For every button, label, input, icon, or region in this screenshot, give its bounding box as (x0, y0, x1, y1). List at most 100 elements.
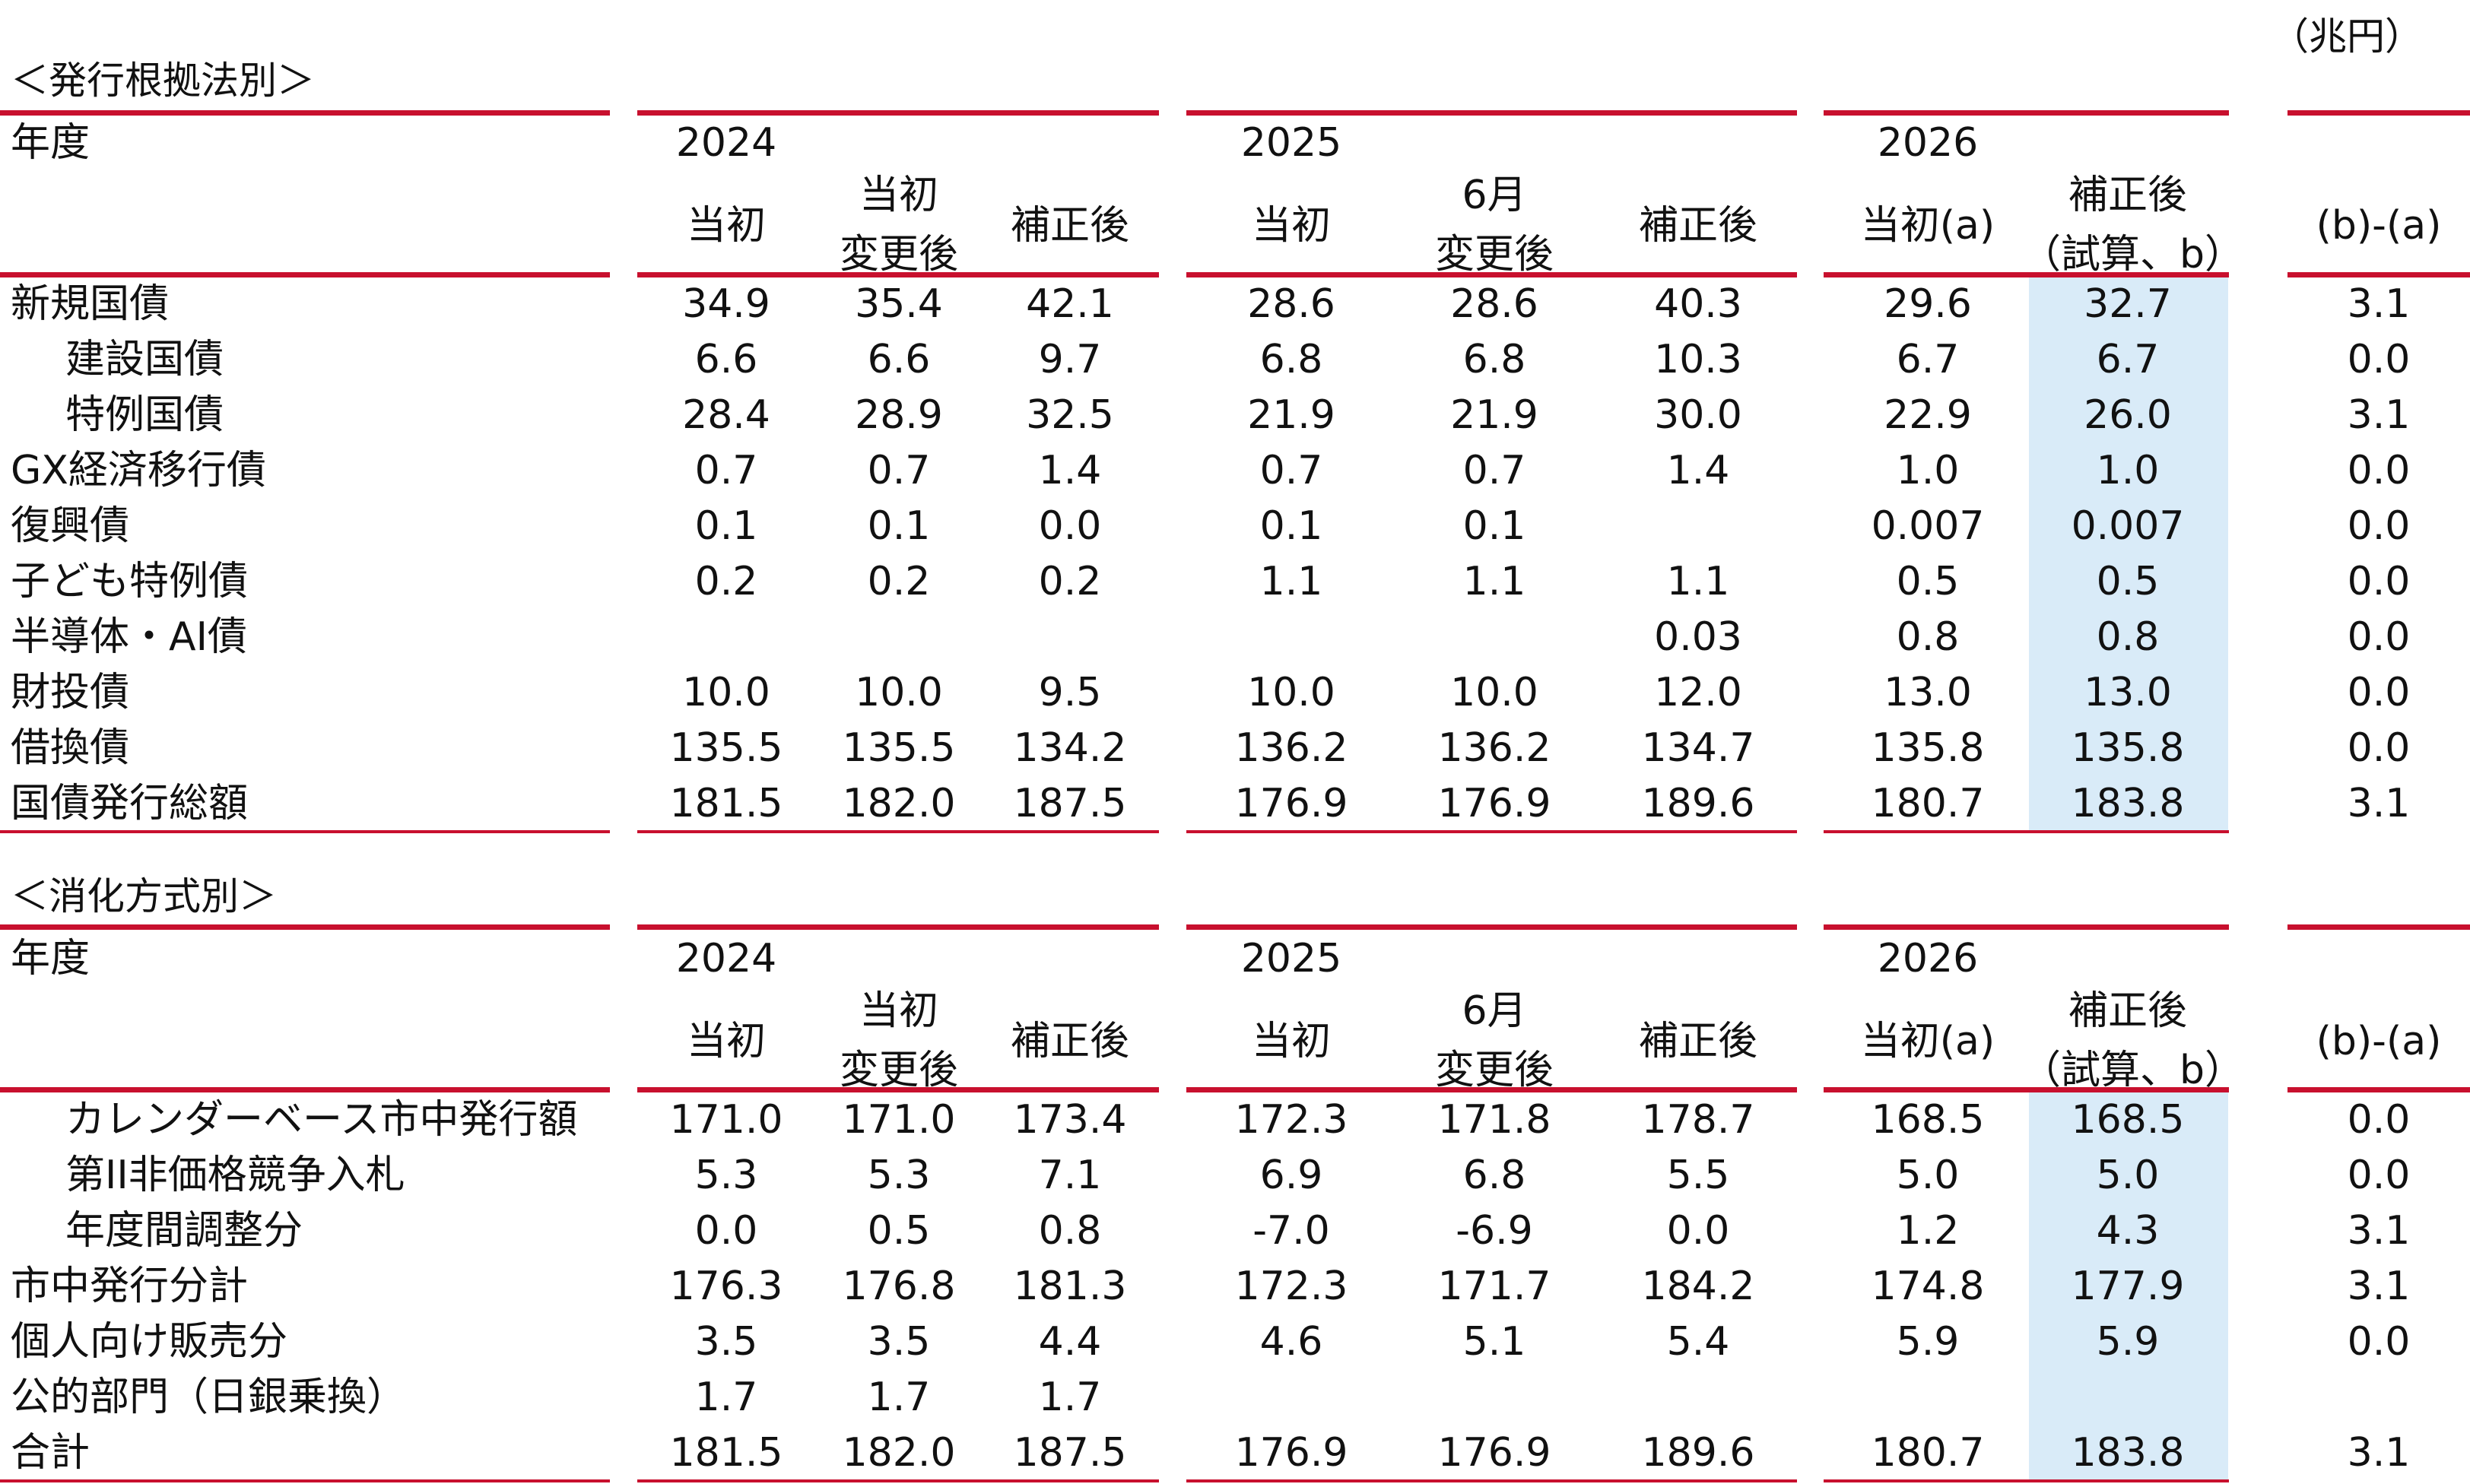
table-cell: 174.8 (1871, 1264, 1985, 1309)
header-top-rule (637, 924, 1159, 930)
table-cell: 0.0 (2347, 1319, 2411, 1365)
row-label: 年度間調整分 (65, 1208, 303, 1254)
table-cell: 0.2 (867, 559, 931, 604)
table-bottom-rule (637, 1479, 1159, 1482)
header-bottom-rule (0, 272, 610, 277)
table-cell: 35.4 (855, 281, 943, 327)
year-header: 2026 (1877, 120, 1979, 166)
table-cell: 6.7 (1896, 337, 1960, 382)
column-header: (b)-(a) (2316, 1019, 2442, 1064)
table-cell: 176.8 (842, 1264, 956, 1309)
header-top-rule (1824, 924, 2229, 930)
column-header: 補正後 (1638, 1019, 1757, 1064)
table-cell: 1.1 (1666, 559, 1730, 604)
table-cell: 136.2 (1437, 725, 1551, 771)
row-label: 特例国債 (65, 392, 224, 438)
column-header: 補正後 (1638, 203, 1757, 249)
table-cell: 172.3 (1234, 1264, 1348, 1309)
table-cell: 0.0 (2347, 1153, 2411, 1198)
table-cell: 0.007 (2071, 503, 2185, 549)
table-cell: 3.1 (2347, 392, 2411, 438)
table-cell: 13.0 (1884, 670, 1972, 715)
table-bottom-rule (1186, 1479, 1797, 1482)
table-cell: 0.0 (2347, 614, 2411, 660)
table-cell: 6.6 (867, 337, 931, 382)
column-header: 当初 (686, 1019, 766, 1064)
table-cell: 42.1 (1026, 281, 1114, 327)
row-label: 合計 (11, 1430, 90, 1476)
table-cell: -6.9 (1456, 1208, 1533, 1254)
table-cell: 0.8 (1038, 1208, 1102, 1254)
column-header: 補正後 (2068, 988, 2187, 1034)
table-cell: 5.1 (1462, 1319, 1526, 1365)
table-cell: 5.3 (694, 1153, 758, 1198)
table-cell: 3.1 (2347, 1264, 2411, 1309)
column-header: 6月 (1462, 173, 1527, 218)
header-top-rule (1186, 924, 1797, 930)
table-cell: 0.7 (694, 448, 758, 493)
table-cell: 0.5 (1896, 559, 1960, 604)
year-header: 2024 (675, 936, 777, 981)
table-cell: 28.6 (1247, 281, 1335, 327)
table-cell: 171.0 (669, 1097, 783, 1143)
row-label: GX経済移行債 (11, 448, 266, 493)
table-cell: 0.1 (1259, 503, 1323, 549)
table-cell: 0.0 (2347, 725, 2411, 771)
table-cell: 136.2 (1234, 725, 1348, 771)
table-bottom-rule (1186, 830, 1797, 833)
table-cell: 6.6 (694, 337, 758, 382)
table-cell: 0.0 (2347, 337, 2411, 382)
table-cell: 9.5 (1038, 670, 1102, 715)
table-cell: 187.5 (1013, 781, 1127, 826)
table-cell: 5.0 (2096, 1153, 2160, 1198)
unit-label: （兆円） (2271, 14, 2423, 59)
table-cell: 0.1 (1462, 503, 1526, 549)
header-bottom-rule (2287, 1087, 2470, 1092)
table-cell: 176.9 (1437, 1430, 1551, 1476)
table-cell: 171.0 (842, 1097, 956, 1143)
table-cell: 1.7 (694, 1375, 758, 1420)
table-cell: 135.8 (1871, 725, 1985, 771)
table-cell: 1.1 (1462, 559, 1526, 604)
table-cell: 176.3 (669, 1264, 783, 1309)
table-cell: 0.2 (694, 559, 758, 604)
table-cell: 134.2 (1013, 725, 1127, 771)
table-cell: 0.0 (2347, 1097, 2411, 1143)
table-cell: 32.5 (1026, 392, 1114, 438)
table-cell: 176.9 (1234, 1430, 1348, 1476)
table-cell: 6.8 (1259, 337, 1323, 382)
header-top-rule (1186, 110, 1797, 116)
column-header: (b)-(a) (2316, 203, 2442, 249)
table-cell: 3.1 (2347, 281, 2411, 327)
table-cell: 177.9 (2071, 1264, 2185, 1309)
header-bottom-rule (637, 272, 1159, 277)
row-label: 個人向け販売分 (11, 1319, 288, 1365)
row-label: 新規国債 (11, 281, 170, 327)
table-cell: 0.0 (2347, 670, 2411, 715)
row-label: 建設国債 (65, 337, 224, 382)
table-cell: 0.5 (2096, 559, 2160, 604)
row-label: 市中発行分計 (11, 1264, 249, 1309)
row-label: 第II非価格競争入札 (65, 1153, 405, 1198)
table-cell: 134.7 (1641, 725, 1755, 771)
table-cell: 171.7 (1437, 1264, 1551, 1309)
table-cell: 5.9 (2096, 1319, 2160, 1365)
table-cell: 176.9 (1437, 781, 1551, 826)
table-cell: 10.3 (1654, 337, 1742, 382)
header-bottom-rule (1186, 1087, 1797, 1092)
table-cell: 178.7 (1641, 1097, 1755, 1143)
column-header-sub: 変更後 (1434, 1048, 1554, 1093)
row-label: カレンダーベース市中発行額 (65, 1097, 578, 1143)
table-cell: 181.5 (669, 781, 783, 826)
row-label: 借換債 (11, 725, 130, 771)
table-cell: 3.1 (2347, 1430, 2411, 1476)
row-label: 公的部門（日銀乗換） (11, 1375, 407, 1420)
column-header: 当初 (859, 988, 938, 1034)
table-cell: 1.0 (2096, 448, 2160, 493)
table-cell: 0.8 (2096, 614, 2160, 660)
table-cell: 135.5 (842, 725, 956, 771)
table-cell: 21.9 (1247, 392, 1335, 438)
table-bottom-rule (1824, 1479, 2229, 1482)
highlight-column (2029, 275, 2228, 830)
year-label: 年度 (11, 936, 90, 981)
